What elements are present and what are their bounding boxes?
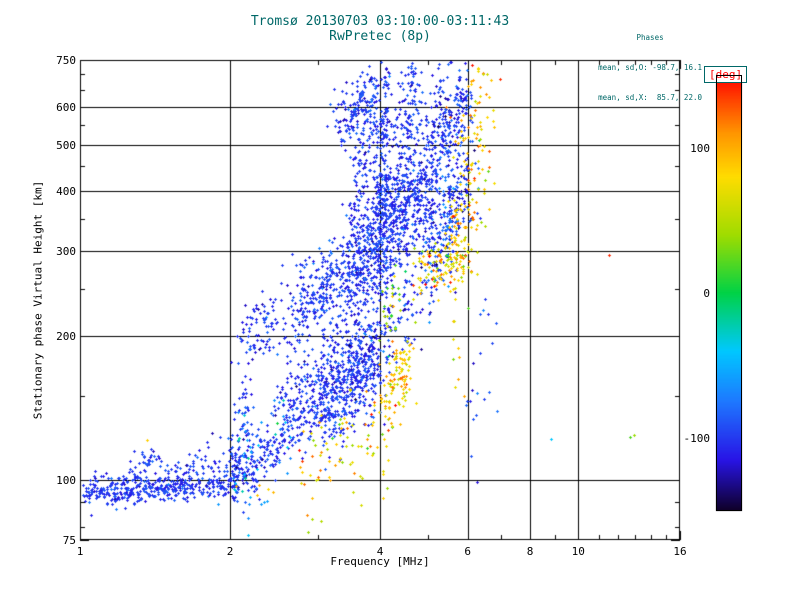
x-tick-label: 8: [526, 545, 534, 558]
x-tick-label: 10: [571, 545, 585, 558]
y-tick-label: 750: [56, 54, 76, 67]
phases-o-mode-stats: mean, sd,O: -98.7, 16.1: [598, 63, 702, 72]
phases-summary: Phases mean, sd,O: -98.7, 16.1 mean, sd,…: [598, 13, 702, 123]
x-tick-label: 16: [673, 545, 687, 558]
y-tick-label: 200: [56, 329, 76, 343]
plot-title: Tromsø 20130703 03:10:00-03:11:43: [250, 14, 510, 29]
phases-x-mode-stats: mean, sd,X: 85.7, 22.0: [598, 93, 702, 102]
x-tick-label: 6: [464, 545, 472, 558]
colorbar-tick-label: -100: [683, 432, 711, 446]
colorbar-unit-label: [deg]: [704, 66, 748, 83]
y-tick-label: 300: [56, 245, 76, 258]
colorbar-tick-label: 100: [690, 141, 710, 155]
y-tick-label: 600: [56, 100, 76, 114]
plot-subtitle: RwPretec (8p): [329, 29, 431, 44]
colorbar-tick-label: 0: [703, 287, 710, 300]
x-tick-label: 4: [376, 545, 384, 558]
y-tick-label: 100: [56, 474, 76, 488]
y-tick-label: 75: [62, 534, 76, 547]
y-tick-label: 400: [56, 185, 76, 199]
y-tick-label: 500: [56, 138, 76, 152]
x-tick-label: 2: [226, 545, 234, 558]
phases-heading: Phases: [636, 33, 664, 42]
y-axis-label: Stationary phase Virtual Height [km]: [31, 180, 45, 420]
x-axis-label: Frequency [MHz]: [330, 555, 430, 568]
x-tick-label: 1: [76, 545, 84, 558]
